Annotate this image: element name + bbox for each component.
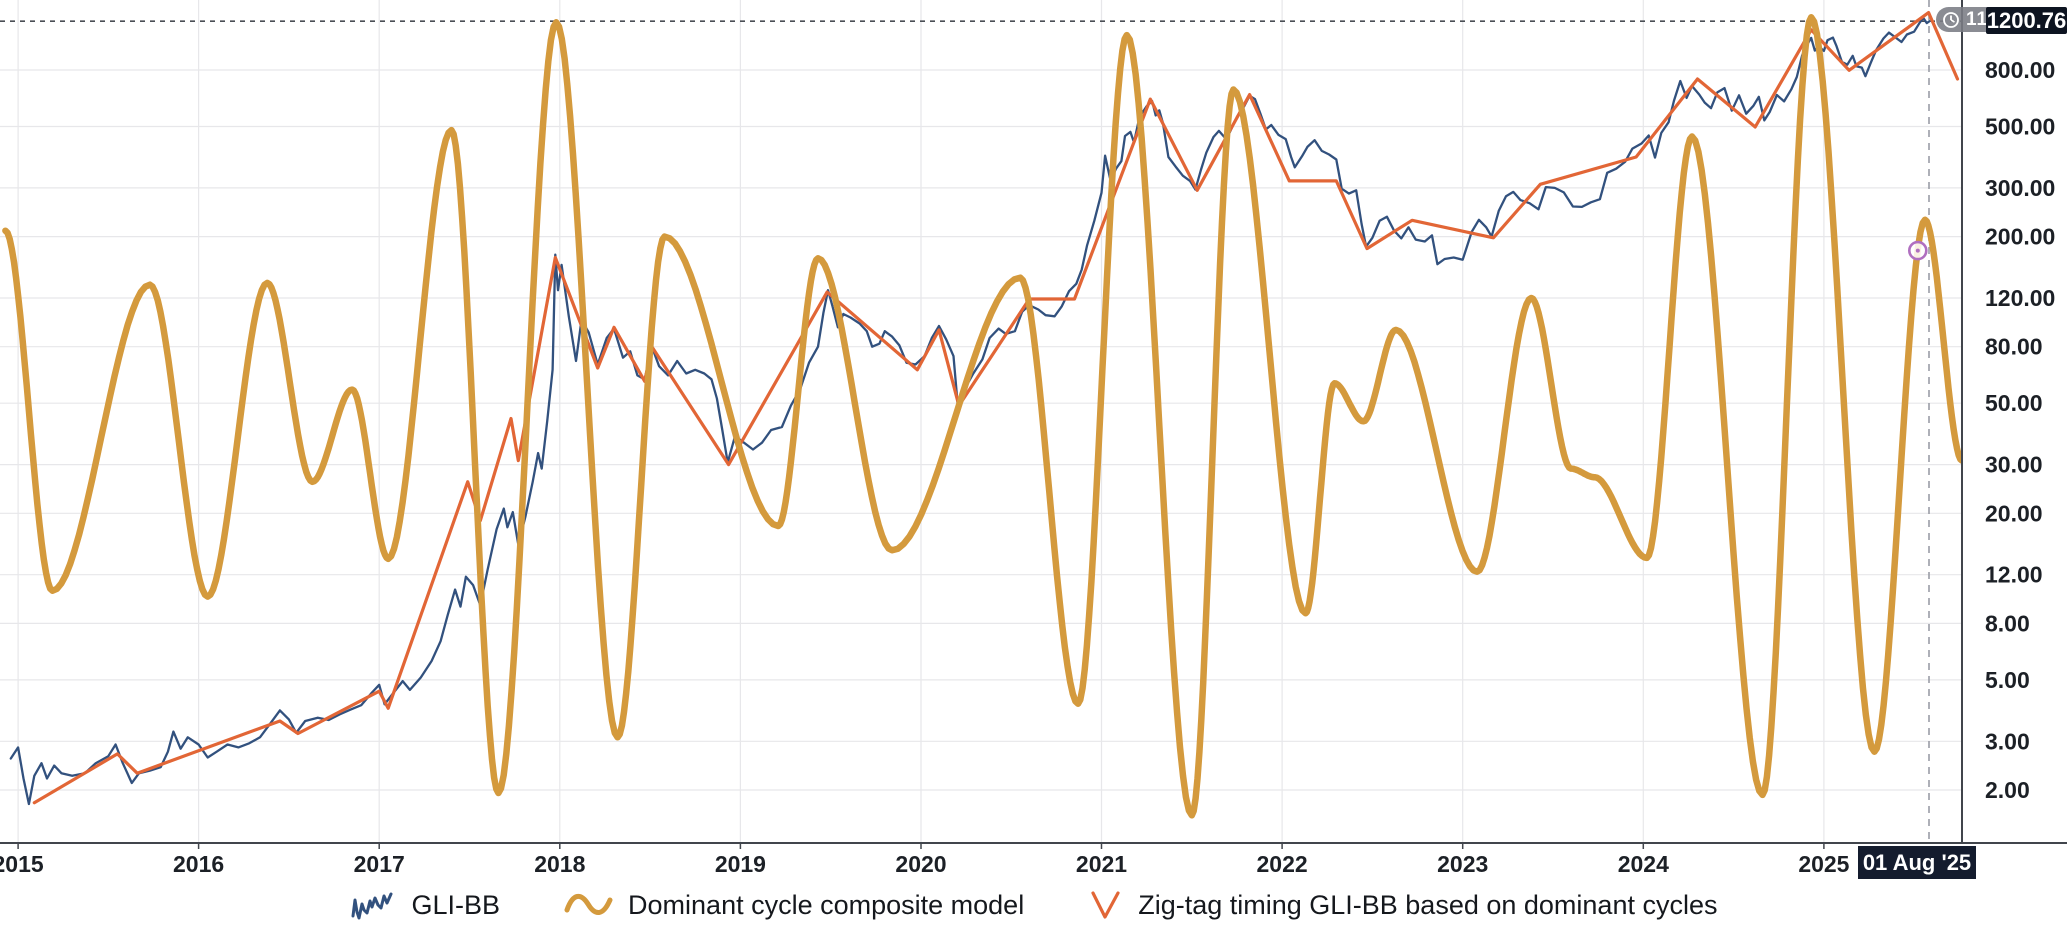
price-axis[interactable]: 800.00 500.00 300.00 200.00 120.00 80.00 50.00… [1985, 57, 2055, 803]
year-label: 2016 [173, 851, 224, 877]
timer-icon [1943, 11, 1959, 28]
price-tick-label: 5.00 [1985, 667, 2030, 693]
zig-tag-timing-line[interactable] [32, 11, 1960, 805]
legend-label: Zig-tag timing GLI-BB based on dominant … [1138, 889, 1718, 920]
price-tick-label: 80.00 [1985, 334, 2043, 360]
crosshair-date-badge: 01 Aug '25 [1858, 846, 1976, 879]
price-tick-label: 8.00 [1985, 610, 2030, 636]
price-tick-label: 300.00 [1985, 175, 2055, 201]
year-label: 2024 [1618, 851, 1669, 877]
year-label: 2017 [354, 851, 405, 877]
price-line-gli-bb[interactable] [9, 16, 1931, 806]
v-shape-icon [1091, 891, 1120, 919]
price-tick-label: 2.00 [1985, 777, 2030, 803]
last-price-badge[interactable]: 1200.76 [1986, 7, 2067, 34]
year-label: 2021 [1076, 851, 1127, 877]
gridlines [0, 0, 1962, 843]
price-tick-label: 200.00 [1985, 224, 2055, 250]
year-label: 2022 [1257, 851, 1308, 877]
selected-point-marker[interactable] [1908, 240, 1928, 261]
price-tick-label: 50.00 [1985, 390, 2043, 416]
year-label: 2019 [715, 851, 766, 877]
cycle-composite-line[interactable] [2, 14, 1962, 819]
wave-line-icon [564, 894, 613, 915]
legend-label: Dominant cycle composite model [628, 889, 1025, 920]
price-tick-label: 20.00 [1985, 500, 2043, 526]
legend-item-zig-tag[interactable]: Zig-tag timing GLI-BB based on dominant … [1088, 888, 1717, 922]
price-tick-label: 30.00 [1985, 452, 2043, 478]
countdown-text: 11 [1966, 8, 1989, 30]
legend-label: GLI-BB [411, 889, 501, 920]
price-tick-label: 500.00 [1985, 114, 2055, 140]
price-tick-label: 120.00 [1985, 285, 2055, 311]
legend-item-gli-bb[interactable]: GLI-BB [350, 888, 501, 922]
legend-item-dominant-cycle[interactable]: Dominant cycle composite model [564, 888, 1024, 922]
squiggle-line-icon [351, 892, 392, 920]
year-label: 2015 [0, 851, 44, 877]
price-tick-label: 12.00 [1985, 562, 2043, 588]
legend: GLI-BB Dominant cycle composite model Zi… [0, 880, 2067, 930]
time-axis[interactable]: 2015 2016 2017 2018 2019 2020 2021 2022 2023 2024… [0, 843, 1850, 877]
price-tick-label: 3.00 [1985, 728, 2030, 754]
year-label: 2020 [895, 851, 946, 877]
year-label: 2025 [1798, 851, 1849, 877]
plot-area[interactable] [0, 0, 1962, 843]
year-label: 2018 [534, 851, 585, 877]
year-label: 2023 [1437, 851, 1488, 877]
price-tick-label: 800.00 [1985, 57, 2055, 83]
